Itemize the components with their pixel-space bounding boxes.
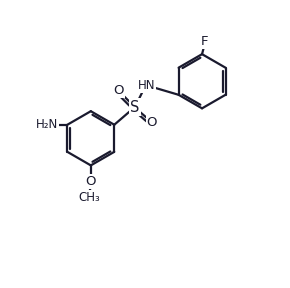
Text: HN: HN [137, 79, 155, 92]
Text: S: S [130, 100, 139, 115]
Text: O: O [113, 84, 124, 97]
Text: CH₃: CH₃ [79, 191, 100, 204]
Text: O: O [86, 175, 96, 188]
Text: O: O [147, 116, 157, 129]
Text: H₂N: H₂N [36, 118, 58, 131]
Text: F: F [201, 35, 209, 48]
